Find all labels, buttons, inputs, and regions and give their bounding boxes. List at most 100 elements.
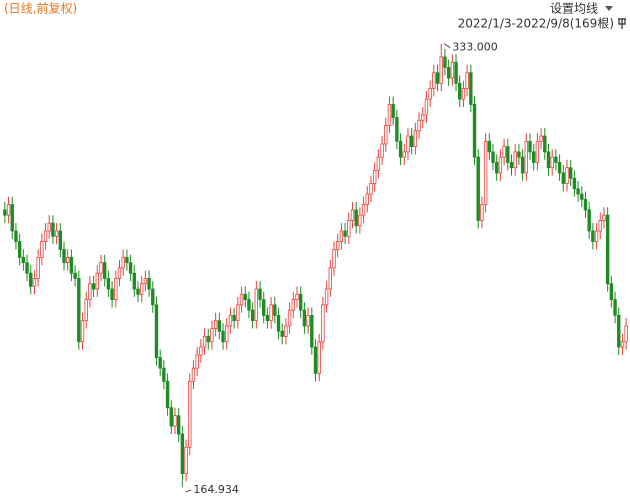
candle-body [587,209,591,232]
candle-body [88,283,92,300]
candle-body [29,272,33,287]
candle-body [435,72,440,84]
candle-body [602,214,606,221]
candle-body [106,278,111,290]
candle-body [546,151,551,169]
candle-body [413,130,418,147]
candle-body [132,272,136,290]
candle-body [502,146,506,158]
candle-body [517,151,521,158]
candle-body [302,309,307,327]
candle-body [576,188,580,195]
candle-body [262,299,266,316]
candle-body [565,167,569,184]
date-range: 2022/1/3-2022/9/8(169根) [458,17,614,31]
candle-body [184,446,188,475]
candle-body [313,346,318,374]
candle-body [476,156,480,221]
candle-body [14,230,18,242]
candle-body [432,72,436,89]
candle-body [269,304,273,322]
candle-body [17,241,22,258]
candle-body [250,309,255,322]
candle-body [520,156,525,174]
candle-body [424,98,429,116]
candle-body [528,140,532,153]
candle-body [617,314,621,348]
candle-body [176,415,181,435]
candle-body [36,256,40,279]
candle-body [532,151,536,163]
candle-body [343,230,347,237]
candle-body [217,320,222,332]
candle-body [58,230,63,250]
candle-body [384,125,388,145]
candle-body [613,299,617,316]
candle-body [495,162,499,174]
candle-body [202,336,207,348]
candle-body [169,407,173,427]
candle-body [10,204,14,232]
candle-body [40,241,44,258]
candle-body [128,262,133,274]
candle-body [446,67,451,79]
candle-body [572,177,577,190]
pin-icon[interactable] [618,18,626,29]
candle-body [232,314,236,322]
candle-body [439,56,443,84]
candle-body [162,367,166,382]
candle-body [125,256,129,264]
candle-body [284,325,288,337]
candle-body [306,314,310,327]
candle-body [291,299,296,311]
candle-body [287,309,292,327]
annotation-arrow [185,489,192,493]
candle-body [121,256,125,269]
candle-body [99,262,103,274]
candle-body [450,61,455,79]
candle-body [295,293,299,300]
candle-body [624,325,628,343]
candle-body [51,222,55,237]
candle-body [228,314,233,327]
candle-body [580,193,584,200]
candle-body [365,193,369,206]
candle-body [443,56,447,68]
candle-body [506,146,510,163]
candle-body [491,151,495,163]
candle-body [213,320,218,329]
candle-body [117,267,122,279]
candle-body [554,156,558,163]
candle-body [254,288,259,322]
candle-body [568,167,573,179]
candle-body [428,88,432,100]
candle-body [509,162,514,169]
candle-body [561,172,565,184]
candle-body [210,328,214,343]
candle-body [139,283,144,295]
candle-body [350,209,355,221]
candle-body [395,117,399,142]
candle-body [498,156,503,174]
candle-body [361,204,366,216]
candle-body [136,288,140,295]
candle-body [73,272,77,279]
candle-body [84,299,88,322]
candle-body [421,114,425,121]
candle-body [62,249,66,264]
ma-setting[interactable]: 设置均线 [550,2,598,16]
candle-body [317,341,321,374]
candle-body [103,262,107,279]
candle-body [280,330,284,337]
dropdown-icon[interactable] [605,6,613,11]
candle-body [472,103,477,158]
candle-body [358,214,362,227]
candle-body [609,283,614,300]
candle-body [398,140,403,158]
candle-body [147,278,151,290]
candle-body [180,433,185,475]
candle-body [458,82,462,100]
candle-body [310,314,314,348]
candle-body [417,119,421,132]
